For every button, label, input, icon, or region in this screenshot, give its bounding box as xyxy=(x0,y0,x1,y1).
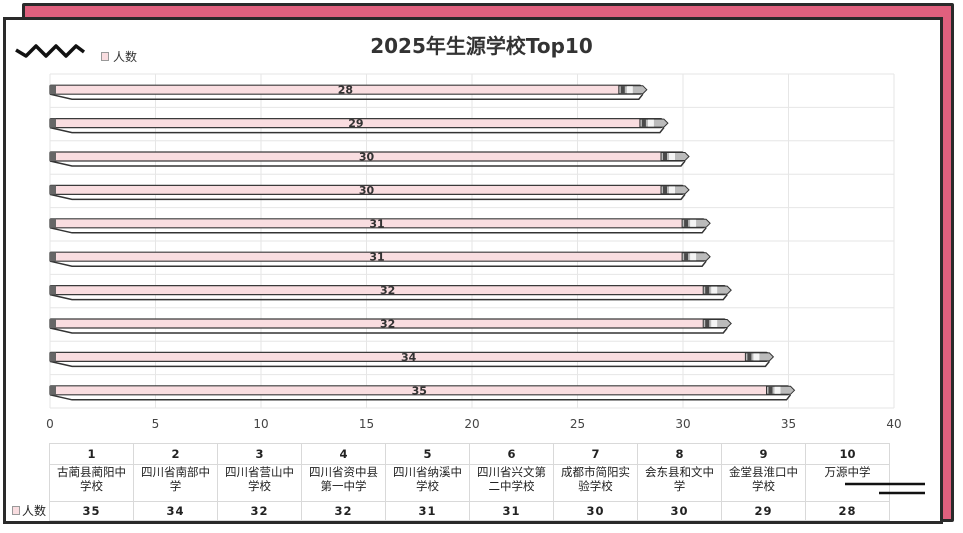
legend-swatch xyxy=(101,52,109,61)
table-row-legend: 人数 xyxy=(12,502,46,519)
table-rank-cell: 3 xyxy=(217,443,302,465)
chart-legend: 人数 xyxy=(101,48,137,65)
bar-value-label: 32 xyxy=(380,284,395,297)
x-tick-label: 10 xyxy=(253,417,268,431)
data-table: 1 2 3 4 5 6 7 8 9 10 古蔺县蔺阳中 学校 四川省南部中学四川省营山中 学校 四川省资中… xyxy=(49,443,890,521)
table-value-cell: 30 xyxy=(637,501,722,521)
x-tick-label: 15 xyxy=(359,417,374,431)
table-rank-cell: 9 xyxy=(721,443,806,465)
table-category-cell: 成都市简阳实 验学校 xyxy=(553,464,638,502)
table-value-cell: 32 xyxy=(217,501,302,521)
x-tick-label: 25 xyxy=(570,417,585,431)
chart-title: 2025年生源学校Top10 xyxy=(370,34,593,58)
bar-value-label: 29 xyxy=(348,117,363,130)
bar-value-label: 31 xyxy=(369,217,384,230)
table-rank-cell: 1 xyxy=(49,443,134,465)
x-tick-label: 35 xyxy=(781,417,796,431)
bar-2: 34 xyxy=(49,351,775,368)
table-category-cell: 四川省兴文第 二中学校 xyxy=(469,464,554,502)
bar-3: 32 xyxy=(49,318,732,334)
bar-value-label: 30 xyxy=(359,151,375,164)
bar-value-label: 35 xyxy=(412,384,427,397)
table-rank-cell: 10 xyxy=(805,443,890,465)
bar-10: 28 xyxy=(49,84,648,100)
chart-card xyxy=(3,17,943,524)
table-category-cell: 四川省南部中学 xyxy=(133,464,218,502)
table-rank-cell: 4 xyxy=(301,443,386,465)
double-line-decoration xyxy=(845,482,925,495)
table-rank-cell: 2 xyxy=(133,443,218,465)
x-tick-label: 40 xyxy=(886,417,901,431)
x-tick-label: 30 xyxy=(675,417,690,431)
bar-8: 30 xyxy=(49,151,690,167)
table-value-cell: 28 xyxy=(805,501,890,521)
table-value-cell: 35 xyxy=(49,501,134,521)
x-tick-label: 5 xyxy=(152,417,160,431)
bar-6: 31 xyxy=(49,217,711,234)
bar-value-label: 34 xyxy=(401,351,417,364)
bar-value-label: 30 xyxy=(359,184,375,197)
table-value-cell: 34 xyxy=(133,501,218,521)
bar-9: 29 xyxy=(49,117,669,134)
bar-4: 32 xyxy=(49,284,732,301)
table-value-cell: 32 xyxy=(301,501,386,521)
table-value-cell: 30 xyxy=(553,501,638,521)
x-tick-label: 20 xyxy=(464,417,479,431)
bar-5: 31 xyxy=(49,251,711,267)
table-category-cell: 会东县和文中学 xyxy=(637,464,722,502)
bar-7: 30 xyxy=(49,184,690,201)
table-value-cell: 31 xyxy=(469,501,554,521)
table-row-label: 人数 xyxy=(22,504,47,518)
x-tick-label: 0 xyxy=(46,417,54,431)
table-legend-swatch xyxy=(12,506,20,515)
table-category-cell: 古蔺县蔺阳中 学校 xyxy=(49,464,134,502)
table-rank-cell: 5 xyxy=(385,443,470,465)
table-category-cell: 金堂县淮口中 学校 xyxy=(721,464,806,502)
table-rank-cell: 7 xyxy=(553,443,638,465)
bar-value-label: 28 xyxy=(338,84,353,97)
table-category-cell: 四川省营山中 学校 xyxy=(217,464,302,502)
table-category-cell: 四川省纳溪中 学校 xyxy=(385,464,470,502)
table-rank-cell: 8 xyxy=(637,443,722,465)
bar-value-label: 31 xyxy=(369,251,384,264)
table-category-cell: 四川省资中县 第一中学 xyxy=(301,464,386,502)
table-value-cell: 31 xyxy=(385,501,470,521)
bar-1: 35 xyxy=(49,384,796,401)
legend-label: 人数 xyxy=(113,50,138,64)
bar-value-label: 32 xyxy=(380,318,395,331)
squiggle-decoration xyxy=(15,44,86,58)
table-value-cell: 29 xyxy=(721,501,806,521)
table-rank-cell: 6 xyxy=(469,443,554,465)
